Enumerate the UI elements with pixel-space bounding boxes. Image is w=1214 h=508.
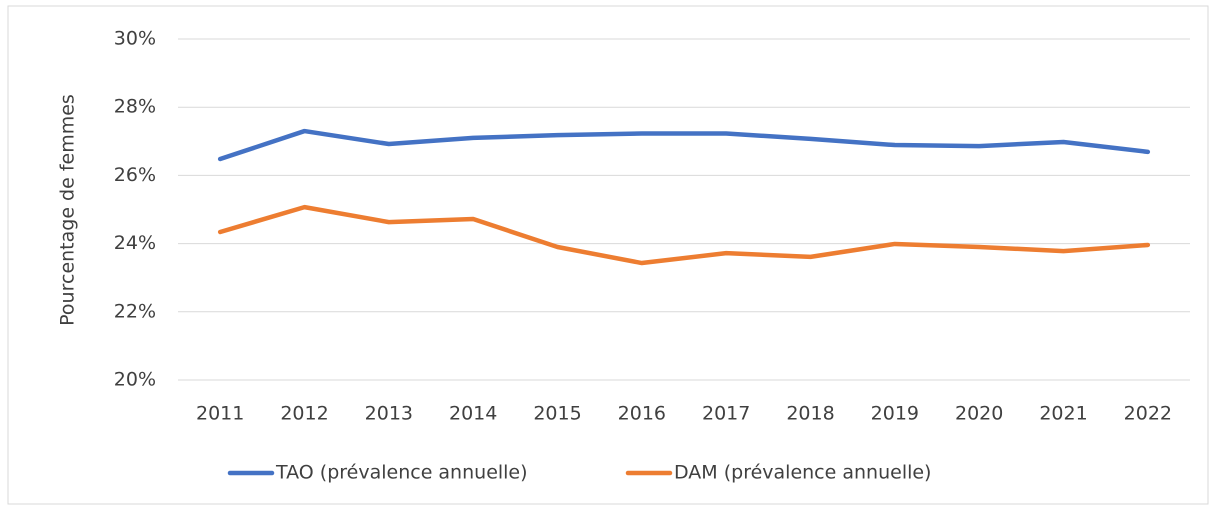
y-tick-label: 28% — [114, 96, 156, 118]
x-tick-label: 2021 — [1039, 403, 1087, 425]
x-tick-label: 2019 — [871, 403, 919, 425]
legend-label: TAO (prévalence annuelle) — [275, 462, 528, 484]
y-axis-label: Pourcentage de femmes — [57, 94, 79, 326]
x-tick-label: 2018 — [786, 403, 834, 425]
y-tick-label: 26% — [114, 164, 156, 186]
y-tick-label: 24% — [114, 232, 156, 254]
data-line — [217, 128, 1151, 162]
y-tick-label: 20% — [114, 369, 156, 391]
y-tick-label: 30% — [114, 28, 156, 50]
x-tick-label: 2020 — [955, 403, 1003, 425]
x-tick-label: 2014 — [449, 403, 497, 425]
x-tick-label: 2012 — [280, 403, 328, 425]
y-tick-label: 22% — [114, 300, 156, 322]
x-tick-label: 2013 — [365, 403, 413, 425]
x-tick-label: 2017 — [702, 403, 750, 425]
x-tick-label: 2015 — [533, 403, 581, 425]
x-tick-label: 2022 — [1124, 403, 1172, 425]
data-line — [217, 204, 1151, 266]
x-tick-label: 2011 — [196, 403, 244, 425]
x-tick-label: 2016 — [618, 403, 666, 425]
legend-label: DAM (prévalence annuelle) — [674, 462, 931, 484]
